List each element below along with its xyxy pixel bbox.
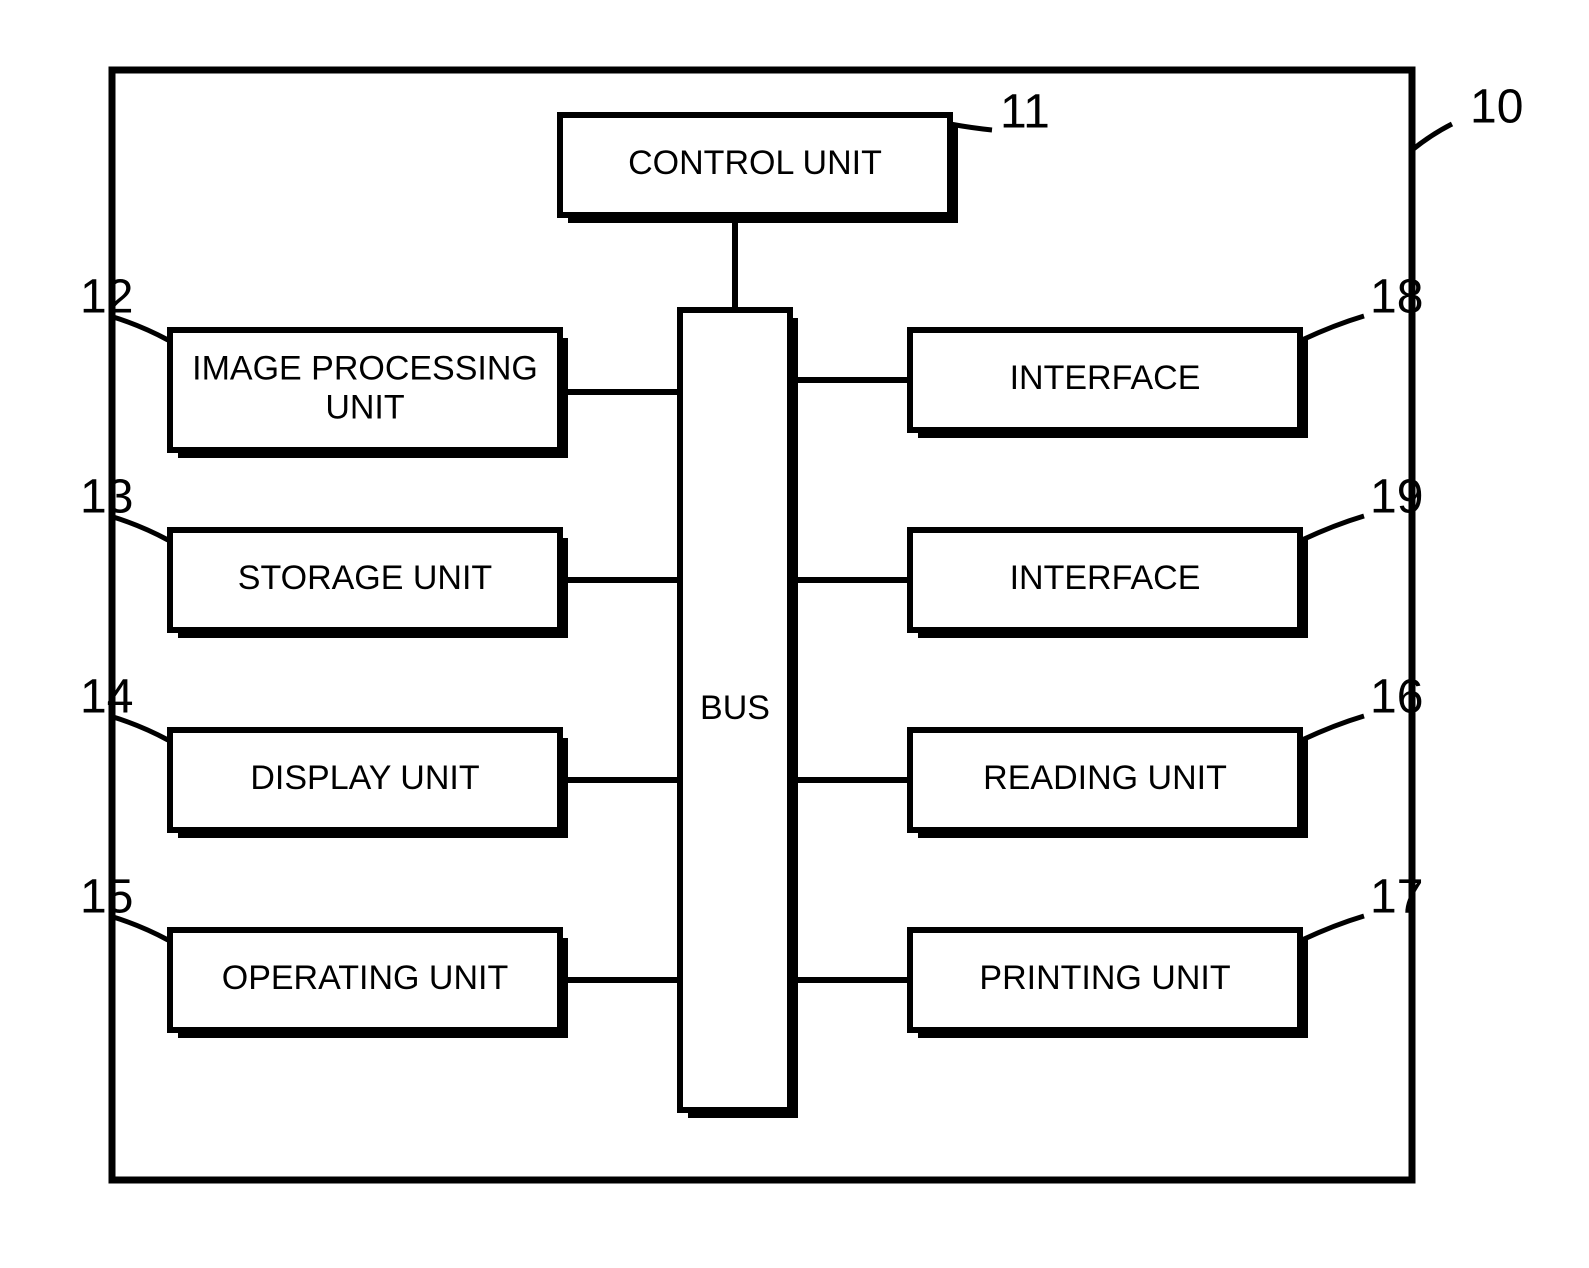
svg-text:OPERATING UNIT: OPERATING UNIT (222, 959, 509, 997)
svg-text:INTERFACE: INTERFACE (1010, 359, 1201, 397)
svg-text:READING UNIT: READING UNIT (983, 759, 1227, 797)
svg-text:12: 12 (80, 271, 133, 324)
svg-text:14: 14 (80, 671, 133, 724)
svg-text:CONTROL UNIT: CONTROL UNIT (628, 144, 882, 182)
svg-text:18: 18 (1370, 271, 1423, 324)
svg-text:16: 16 (1370, 671, 1423, 724)
svg-text:15: 15 (80, 871, 133, 924)
svg-text:19: 19 (1370, 471, 1423, 524)
svg-text:STORAGE UNIT: STORAGE UNIT (238, 559, 492, 597)
svg-text:UNIT: UNIT (325, 389, 404, 427)
svg-text:13: 13 (80, 471, 133, 524)
block-diagram: 10 CONTROL UNIT 11 BUS IMAGE PROCESSINGUNIT 1… (0, 0, 1589, 1268)
svg-text:DISPLAY UNIT: DISPLAY UNIT (250, 759, 479, 797)
svg-text:PRINTING UNIT: PRINTING UNIT (979, 959, 1230, 997)
svg-text:INTERFACE: INTERFACE (1010, 559, 1201, 597)
svg-text:17: 17 (1370, 871, 1423, 924)
svg-text:11: 11 (1000, 86, 1050, 139)
svg-text:10: 10 (1470, 81, 1523, 134)
svg-text:BUS: BUS (700, 689, 770, 727)
svg-text:IMAGE PROCESSING: IMAGE PROCESSING (192, 349, 538, 387)
